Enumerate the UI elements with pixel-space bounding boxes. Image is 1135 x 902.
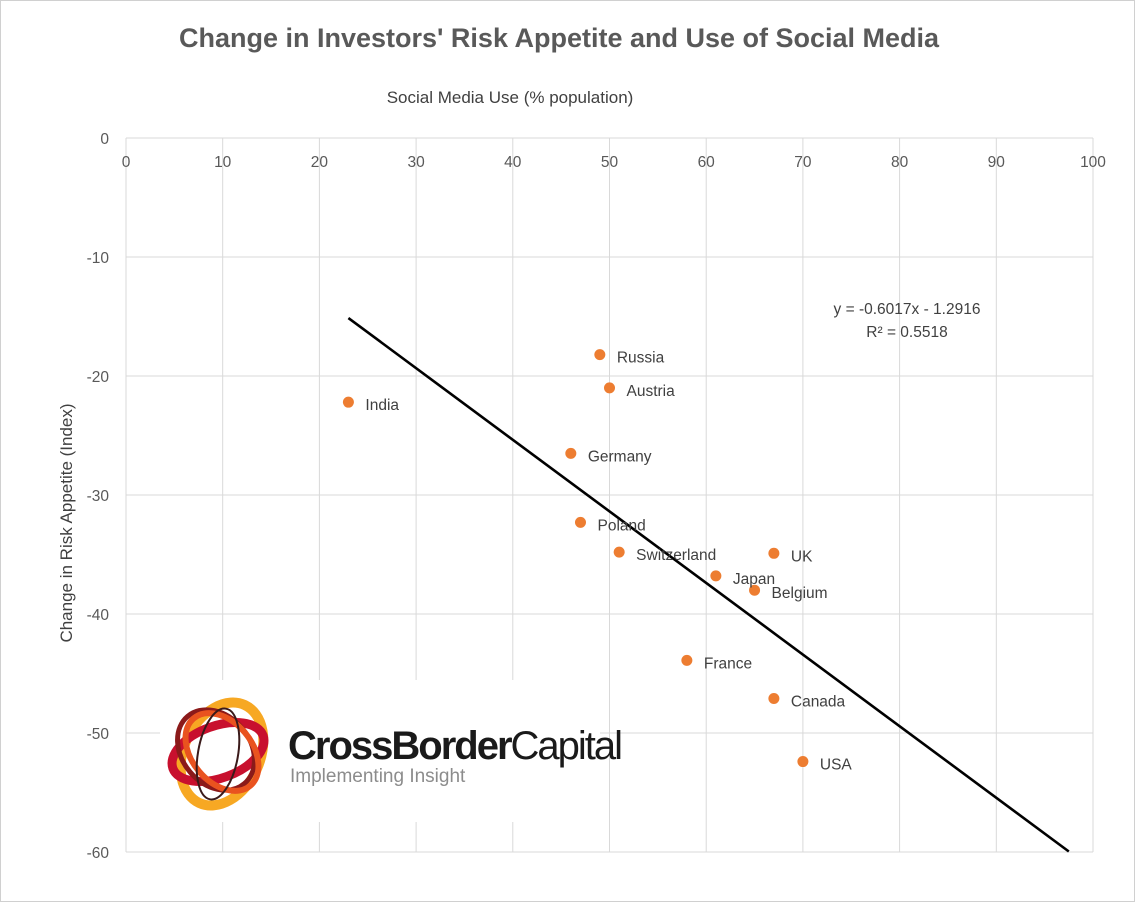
data-point-uk [768, 547, 780, 559]
data-label-japan: Japan [733, 571, 775, 588]
y-tick-label: -60 [87, 845, 110, 862]
x-tick-label: 40 [504, 154, 522, 171]
x-tick-label: 70 [794, 154, 812, 171]
x-axis-title: Social Media Use (% population) [387, 88, 634, 107]
logo-tagline: Implementing Insight [290, 766, 466, 787]
data-label-canada: Canada [791, 693, 846, 710]
data-point-switzerland [613, 546, 625, 558]
x-tick-label: 0 [122, 154, 131, 171]
y-tick-label: -30 [87, 488, 110, 505]
trendline-r-squared: R² = 0.5518 [866, 324, 947, 341]
data-point-usa [797, 756, 809, 768]
data-label-india: India [365, 397, 399, 414]
x-tick-label: 50 [601, 154, 619, 171]
y-axis-ticks: 0 -10 -20 -30 -40 -50 -60 [87, 131, 110, 862]
chart-title: Change in Investors' Risk Appetite and U… [179, 23, 940, 53]
x-axis-ticks: 0 10 20 30 40 50 60 70 80 90 100 [122, 154, 1107, 171]
x-tick-label: 30 [407, 154, 425, 171]
x-tick-label: 60 [698, 154, 716, 171]
y-tick-label: -10 [87, 250, 110, 267]
data-label-uk: UK [791, 548, 813, 565]
x-tick-label: 100 [1080, 154, 1106, 171]
x-tick-label: 10 [214, 154, 232, 171]
data-label-switzerland: Switzerland [636, 547, 716, 564]
trendline [347, 317, 1070, 853]
data-point-japan [710, 570, 722, 582]
data-label-usa: USA [820, 757, 853, 774]
x-tick-label: 80 [891, 154, 909, 171]
x-tick-label: 20 [311, 154, 329, 171]
trendline-equation: y = -0.6017x - 1.2916 [834, 301, 981, 318]
x-tick-label: 90 [988, 154, 1006, 171]
logo-name-bold: CrossBorder [288, 724, 513, 768]
swirl-logo-icon [167, 697, 269, 811]
data-label-austria: Austria [627, 383, 676, 400]
data-point-russia [594, 349, 606, 361]
data-points [342, 349, 809, 768]
data-point-belgium [749, 584, 761, 596]
y-tick-label: 0 [100, 131, 109, 148]
data-label-belgium: Belgium [772, 585, 828, 602]
data-point-canada [768, 692, 780, 704]
logo-name-light: Capital [510, 724, 624, 768]
y-tick-label: -50 [87, 726, 110, 743]
data-point-poland [574, 516, 586, 528]
crossborder-logo: CrossBorderCapital Implementing Insight [160, 680, 623, 822]
data-point-france [681, 654, 693, 666]
data-label-germany: Germany [588, 448, 652, 465]
data-point-labels: Russia Austria India Germany Poland Switzerla… [365, 350, 852, 774]
data-label-russia: Russia [617, 350, 665, 367]
logo-wordmark: CrossBorderCapital [288, 724, 624, 769]
y-tick-label: -20 [87, 369, 110, 386]
data-point-india [342, 396, 354, 408]
data-label-france: France [704, 655, 752, 672]
data-label-poland: Poland [597, 517, 645, 534]
y-tick-label: -40 [87, 607, 110, 624]
data-point-austria [604, 382, 615, 394]
data-point-germany [565, 447, 577, 459]
y-axis-title: Change in Risk Appetite (Index) [57, 403, 76, 642]
